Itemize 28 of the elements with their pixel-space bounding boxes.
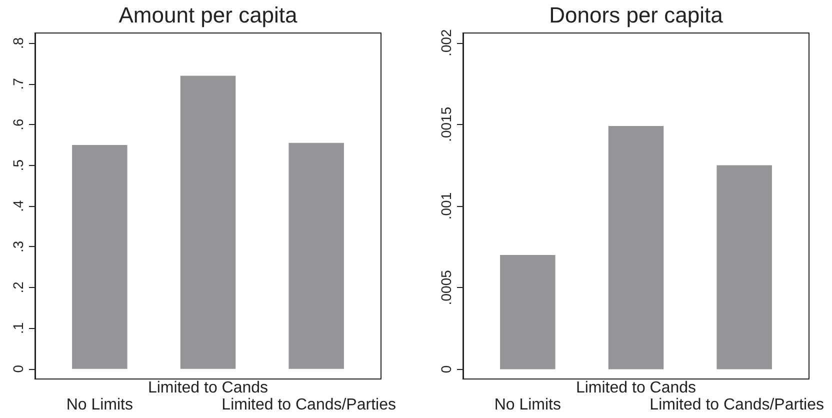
- y-tick-label: .3: [10, 240, 26, 253]
- x-tick-label: Limited to Cands/Parties: [222, 396, 396, 414]
- bar: [500, 254, 556, 370]
- x-tick-label: Limited to Cands: [148, 380, 268, 396]
- y-tick-label: .0005: [438, 270, 454, 306]
- y-tick-label: .7: [10, 78, 26, 90]
- y-tick-label: .5: [10, 159, 26, 172]
- x-tick-label: No Limits: [494, 396, 562, 414]
- y-tick-label: .2: [10, 281, 26, 294]
- y-tick-label: .0015: [438, 106, 454, 142]
- bar: [72, 144, 128, 369]
- x-tick-label: Limited to Cands/Parties: [650, 396, 824, 414]
- bar: [608, 126, 664, 370]
- x-tick-label: Limited to Cands: [576, 380, 696, 396]
- y-tick-label: .001: [438, 192, 454, 220]
- y-tick-label: .002: [438, 28, 454, 56]
- bar: [716, 165, 772, 370]
- y-tick-label: .8: [10, 37, 26, 50]
- chart-title: Donors per capita: [549, 2, 724, 28]
- y-tick-label: .4: [10, 200, 26, 212]
- y-tick-label: .6: [10, 118, 26, 130]
- y-tick-label: 0: [10, 364, 26, 373]
- y-tick-label: .1: [10, 322, 26, 334]
- bar: [288, 142, 344, 369]
- chart-title: Amount per capita: [118, 2, 298, 28]
- x-tick-label: No Limits: [66, 396, 134, 414]
- y-tick-label: 0: [438, 365, 454, 374]
- bar: [180, 76, 236, 369]
